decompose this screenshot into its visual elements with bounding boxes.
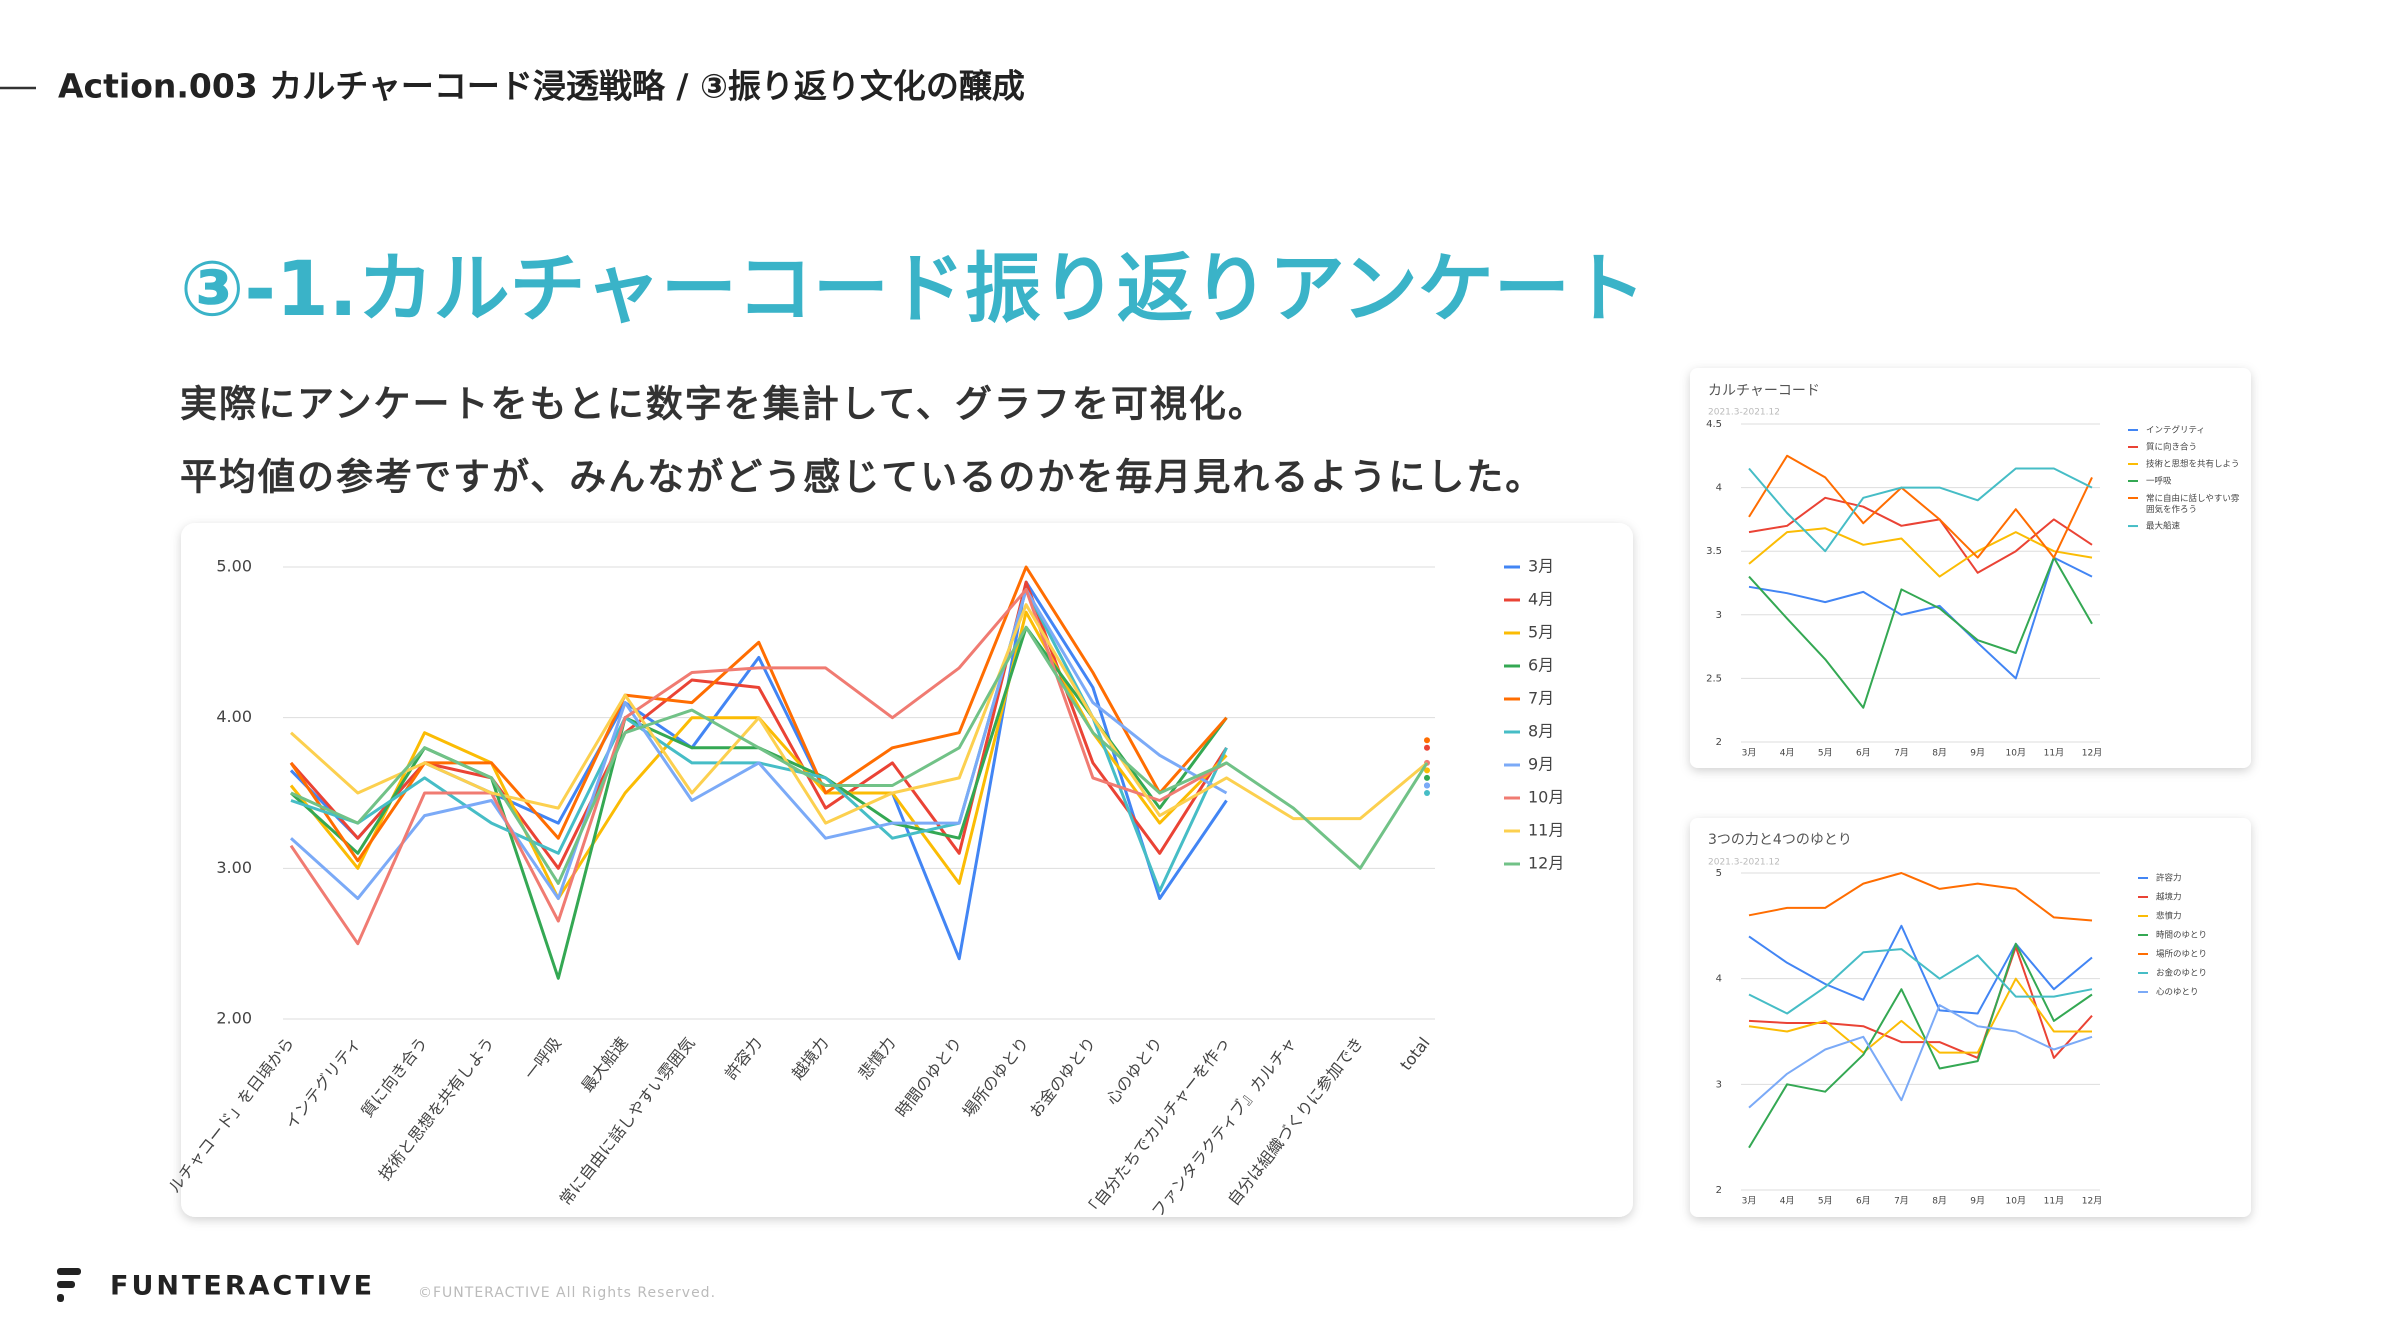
line: [1748, 556, 2093, 709]
line: [289, 603, 1428, 825]
y-tick-label: 4: [1716, 974, 1722, 985]
body-text: 平均値の参考ですが、みんながどう感じているのかを毎月見れるようにした。: [180, 456, 1544, 499]
x-tick-label: 11月: [2044, 748, 2064, 759]
chart-title: カルチャーコード: [1708, 383, 1820, 399]
legend-label: 時間のゆとり: [2156, 931, 2207, 941]
line: [289, 565, 1228, 863]
legend-label: 一呼吸: [2146, 476, 2172, 487]
line: [1748, 946, 2093, 1059]
legend-label: 5月: [1528, 623, 1554, 642]
point: [1424, 744, 1430, 751]
y-tick-label: 3: [1716, 1079, 1722, 1090]
line: [1748, 467, 2093, 553]
legend-label: 12月: [1528, 854, 1564, 873]
x-tick-label: 7月: [1894, 748, 1909, 759]
legend-label: 心のゆとり: [2156, 988, 2199, 998]
x-tick-label: 10月: [2006, 1196, 2026, 1207]
line: [1748, 977, 2092, 1054]
legend-label: 8月: [1528, 722, 1554, 741]
legend-label: 場所のゆとり: [2156, 949, 2207, 960]
point: [1424, 782, 1430, 789]
legend-label: 許容力: [2156, 873, 2182, 884]
legend-label: 4月: [1528, 590, 1554, 609]
point: [1424, 790, 1430, 796]
legend-label: 越境力: [2156, 892, 2182, 903]
x-tick-label: 12月: [2082, 748, 2102, 759]
y-tick-label: 4.5: [1706, 419, 1722, 430]
legend-label: 11月: [1528, 821, 1564, 840]
y-tick-label: 2: [1716, 1185, 1722, 1196]
legend-label: お金のゆとり: [2156, 968, 2207, 979]
y-tick-label: 3.00: [216, 858, 252, 877]
legend-label: 10月: [1528, 788, 1564, 807]
x-tick-label: 6月: [1856, 748, 1871, 759]
chart-title: 3つの力と4つのゆとり: [1708, 832, 1852, 848]
y-tick-label: 3: [1716, 610, 1722, 621]
body-text: 実際にアンケートをもとに数字を集計して、グラフを可視化。: [180, 383, 1267, 426]
line: [1748, 556, 2093, 680]
x-tick-label: 6月: [1856, 1196, 1871, 1207]
line: [289, 588, 1228, 900]
y-tick-label: 2: [1716, 737, 1722, 748]
line: [1748, 527, 2093, 578]
line: [290, 625, 1429, 885]
line: [289, 580, 1228, 870]
line: [1748, 454, 2093, 559]
heading: ③-1.カルチャーコード振り返りアンケート: [180, 244, 1646, 333]
line: [1748, 924, 2093, 1015]
line: [1748, 942, 2093, 1149]
x-tick-label: 10月: [2006, 748, 2026, 759]
x-tick-label: 11月: [2044, 1196, 2064, 1207]
point: [1424, 767, 1430, 774]
legend-label: 常に自由に話しやすい雰囲気を作ろう: [2146, 493, 2240, 515]
y-tick-label: 2.5: [1706, 673, 1722, 684]
line: [1748, 948, 2093, 1015]
x-tick-label: 5月: [1818, 1196, 1833, 1207]
legend-label: 3月: [1528, 557, 1554, 576]
legend-label: 悲憤力: [2156, 911, 2182, 922]
line: [1748, 496, 2093, 574]
legend-label: インテグリティ: [2146, 425, 2205, 436]
legend-label: 6月: [1528, 656, 1554, 675]
line: [289, 588, 1228, 946]
chart-subtitle: 2021.3-2021.12: [1708, 408, 1780, 418]
chart-card: [1690, 368, 2251, 768]
y-tick-label: 3.5: [1706, 546, 1722, 557]
x-tick-label: 3月: [1742, 1196, 1757, 1207]
legend-label: 技術と思想を共有しよう: [2146, 459, 2240, 470]
x-tick-label: 3月: [1742, 748, 1757, 759]
x-tick-label: 12月: [2082, 1196, 2102, 1207]
chart-card: [1690, 818, 2251, 1217]
y-tick-label: 2.00: [216, 1009, 252, 1028]
legend-label: 最大船速: [2146, 521, 2181, 532]
x-tick-label: 4月: [1780, 748, 1795, 759]
x-tick-label: 7月: [1894, 1196, 1909, 1207]
logo: FUNTERACTIVE: [110, 1271, 375, 1302]
legend-label: 7月: [1528, 689, 1554, 708]
line: [1748, 1004, 2093, 1109]
point: [1424, 737, 1430, 744]
x-tick-label: 8月: [1932, 748, 1947, 759]
point: [1424, 774, 1430, 781]
chart-card: [181, 523, 1633, 1217]
chart-subtitle: 2021.3-2021.12: [1708, 858, 1780, 868]
y-tick-label: 5: [1716, 868, 1722, 879]
y-tick-label: 5.00: [216, 557, 252, 576]
header-title: Action.003 カルチャーコード浸透戦略 / ③振り返り文化の醸成: [58, 67, 1025, 106]
x-tick-label: 9月: [1970, 1196, 1985, 1207]
x-tick-label: 5月: [1818, 748, 1833, 759]
x-tick-label: 4月: [1780, 1196, 1795, 1207]
y-tick-label: 4: [1716, 483, 1722, 494]
x-tick-label: 8月: [1932, 1196, 1947, 1207]
copyright: ©FUNTERACTIVE All Rights Reserved.: [418, 1285, 716, 1301]
x-tick-label: 9月: [1970, 748, 1985, 759]
legend-label: 質に向き合う: [2146, 442, 2197, 453]
line: [1748, 872, 2093, 922]
legend-label: 9月: [1528, 755, 1554, 774]
logo-icon: [57, 1268, 81, 1302]
y-tick-label: 4.00: [216, 707, 252, 726]
